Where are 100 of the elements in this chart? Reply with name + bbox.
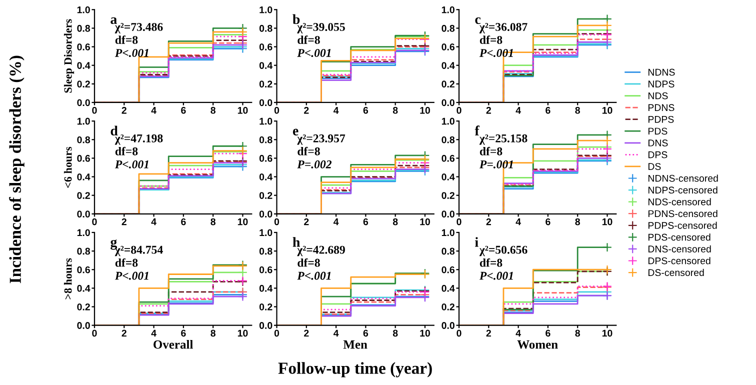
x-tick-label: 2: [304, 218, 309, 226]
x-tick-label: 0: [456, 218, 462, 226]
y-tick-label: 0.2: [77, 192, 90, 199]
x-tick-label: 6: [181, 106, 186, 114]
annotation: P<.001: [114, 48, 148, 57]
y-tick-label: 0.6: [259, 44, 272, 50]
annotation: df=8: [480, 36, 502, 44]
x-tick-label: 4: [333, 330, 339, 337]
x-tick-label: 0: [456, 106, 462, 114]
legend-label: DPS: [648, 151, 668, 158]
x-tick-label: 10: [602, 106, 612, 114]
annotation: χ²=42.689: [297, 246, 345, 256]
x-tick-label: 2: [304, 106, 309, 114]
x-tick-label: 0: [92, 330, 97, 337]
annotation: c: [475, 17, 481, 24]
y-tick-label: 0.4: [259, 173, 273, 180]
y-tick-label: 1.0: [260, 6, 272, 14]
x-tick-label: 4: [516, 330, 521, 337]
y-tick-label: 1.0: [77, 229, 90, 236]
y-tick-label: 0.8: [259, 136, 272, 144]
legend-label: DPS-censored: [648, 257, 710, 264]
x-axis-title: Women: [517, 340, 558, 349]
legend-label: NDPS: [648, 80, 674, 88]
y-tick-label: 0.2: [77, 303, 90, 310]
x-axis-title: Men: [343, 340, 368, 349]
y-tick-label: 0.4: [259, 62, 273, 69]
y-tick-label: 0.6: [442, 154, 455, 162]
y-tick-label: 0.8: [259, 248, 272, 255]
legend-label: DS: [648, 163, 661, 170]
y-tick-label: 1.0: [442, 6, 454, 14]
x-tick-label: 4: [151, 330, 156, 337]
x-tick-label: 10: [602, 218, 612, 226]
x-tick-label: 8: [575, 218, 580, 226]
annotation: χ²=25.158: [479, 134, 528, 145]
y-tick-label: 0.2: [259, 192, 272, 199]
legend-label: PDPS: [648, 116, 674, 123]
x-tick-label: 0: [92, 218, 97, 226]
legend-label: DNS-censored: [648, 245, 711, 252]
y-tick-label: 1.0: [442, 118, 454, 125]
y-tick-label: 0.4: [77, 62, 90, 69]
x-tick-label: 6: [363, 218, 368, 226]
legend-label: PDNS: [648, 104, 674, 112]
x-tick-label: 8: [210, 330, 216, 337]
x-tick-label: 4: [516, 218, 521, 226]
annotation: b: [292, 14, 300, 24]
annotation: P<.001: [479, 272, 513, 280]
y-tick-label: 0.4: [442, 284, 455, 292]
legend-label: PDS: [648, 128, 668, 135]
text: Follow-up time (year): [278, 362, 432, 378]
y-tick-label: 0.8: [77, 248, 90, 255]
y-tick-label: 0.4: [77, 284, 90, 292]
annotation: P<.001: [479, 48, 513, 57]
annotation: d: [110, 126, 118, 136]
legend-label: NDS-censored: [648, 198, 711, 206]
annotation: a: [110, 17, 117, 24]
x-tick-label: 6: [546, 218, 550, 226]
y-tick-label: 0.4: [442, 62, 455, 69]
x-tick-label: 10: [238, 106, 248, 114]
x-tick-label: 8: [392, 330, 398, 337]
x-tick-label: 4: [333, 218, 339, 226]
y-tick-label: 0.8: [77, 136, 90, 144]
legend-label: PDNS-censored: [648, 210, 718, 218]
y-tick-label: 0.2: [259, 80, 272, 88]
x-tick-label: 2: [486, 330, 491, 337]
x-tick-label: 4: [151, 218, 156, 226]
x-tick-label: 2: [304, 330, 309, 337]
y-tick-label: 0.8: [442, 248, 455, 255]
annotation: df=8: [480, 258, 502, 267]
legend-label: DNS: [648, 140, 668, 146]
annotation: df=8: [298, 146, 320, 156]
x-tick-label: 4: [516, 107, 521, 114]
annotation: df=8: [298, 258, 320, 267]
y-tick-label: 0.6: [77, 266, 90, 274]
annotation: P<.001: [114, 160, 148, 168]
annotation: P<.001: [297, 272, 331, 280]
y-tick-label: 0.2: [442, 80, 454, 88]
x-tick-label: 8: [210, 106, 216, 114]
y-tick-label: 0.6: [77, 44, 90, 50]
x-tick-label: 8: [392, 106, 398, 114]
y-tick-label: 0.2: [442, 303, 454, 310]
y-tick-label: 0.0: [259, 210, 272, 218]
x-tick-label: 0: [274, 106, 280, 114]
x-tick-label: 8: [210, 218, 216, 226]
x-tick-label: 6: [363, 106, 368, 114]
y-tick-label: 1.0: [260, 118, 272, 125]
y-tick-label: 1.0: [77, 118, 90, 125]
x-tick-label: 8: [575, 330, 580, 337]
x-tick-label: 4: [151, 107, 156, 114]
x-tick-label: 2: [486, 106, 491, 114]
y-tick-label: 0.0: [77, 99, 90, 106]
x-tick-label: 4: [333, 107, 339, 114]
x-tick-label: 8: [575, 106, 580, 114]
y-tick-label: 0.6: [442, 44, 455, 50]
x-tick-label: 6: [546, 106, 550, 114]
x-tick-label: 10: [238, 330, 248, 337]
y-axis-title: >8 hours: [64, 258, 72, 300]
x-tick-label: 6: [181, 330, 186, 337]
annotation: P=.002: [297, 160, 332, 168]
y-tick-label: 1.0: [260, 229, 272, 236]
y-tick-label: 0.0: [442, 99, 454, 106]
